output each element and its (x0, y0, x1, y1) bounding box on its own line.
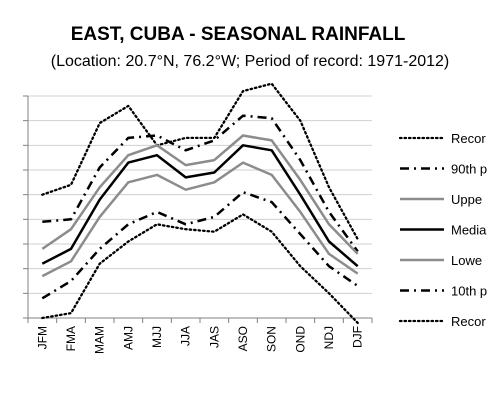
x-tick-label: JAS (207, 326, 221, 348)
plot-area: JFM FMA MAM AMJ MJJ JJA JAS ASO SON OND NDJ DJF (23, 82, 373, 354)
legend-label: 10th p (451, 284, 487, 299)
series-line-2 (42, 114, 359, 253)
series-line-5 (41, 161, 359, 278)
x-tick-label: JJA (179, 326, 193, 346)
chart-title: EAST, CUBA - SEASONAL RAINFALL (71, 24, 406, 45)
x-tick-label: MJJ (150, 326, 164, 348)
legend-label: Recor (451, 314, 486, 329)
x-tick-label: MAM (93, 326, 107, 354)
x-tick-label: SON (265, 326, 279, 352)
legend-label: 90th p (451, 162, 487, 177)
chart-subtitle: (Location: 20.7°N, 76.2°W; Period of rec… (51, 53, 450, 70)
x-tick-label: DJF (351, 326, 365, 348)
legend-label: Recor (451, 131, 486, 146)
x-tick-label: ASO (236, 326, 250, 351)
legend: Recor 90th p Uppe Media Lowe 10th p Recor (398, 131, 487, 329)
series-line-3 (41, 134, 359, 255)
x-tick-label: OND (293, 326, 307, 353)
x-tick-label: NDJ (322, 326, 336, 349)
x-tick-label: AMJ (121, 326, 135, 350)
series-line-4 (41, 144, 359, 268)
x-tick-label: FMA (64, 326, 78, 351)
legend-label: Lowe (451, 253, 482, 268)
legend-label: Uppe (451, 192, 482, 207)
series-line-7 (41, 213, 359, 325)
series-line-1 (41, 82, 359, 241)
series-line-6 (41, 190, 359, 300)
legend-label: Media (451, 223, 487, 238)
x-tick-label: JFM (35, 326, 49, 349)
